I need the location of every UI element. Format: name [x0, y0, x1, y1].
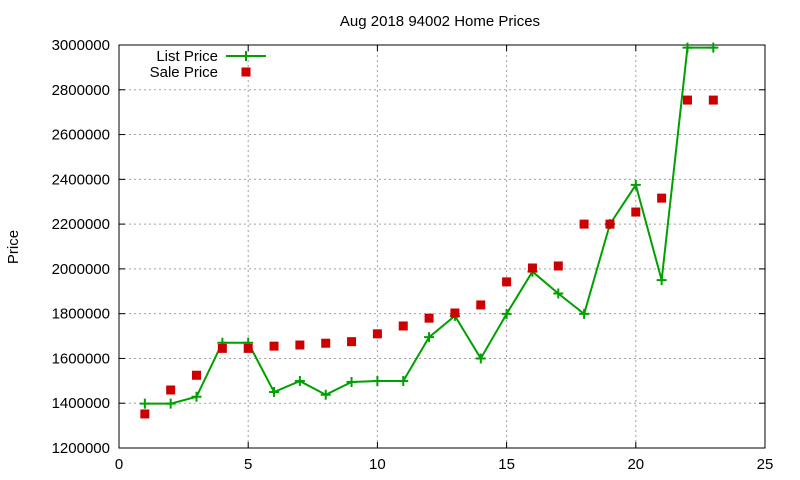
plus-marker [708, 42, 719, 53]
x-tick-label: 0 [115, 456, 123, 473]
x-tick-label: 15 [498, 456, 515, 473]
grid-lines [119, 45, 765, 448]
series-list-price [139, 42, 719, 409]
square-marker [192, 370, 202, 380]
plus-marker [165, 398, 176, 409]
square-marker [398, 321, 408, 331]
plus-marker [501, 308, 512, 319]
plus-marker [191, 391, 202, 402]
square-marker [450, 308, 460, 318]
legend-label: Sale Price [150, 64, 218, 81]
plus-marker [294, 376, 305, 387]
plus-marker [630, 179, 641, 190]
square-marker [527, 263, 537, 273]
square-marker [372, 329, 382, 339]
plus-marker [579, 308, 590, 319]
plus-marker [398, 376, 409, 387]
square-marker [217, 343, 227, 353]
square-marker [243, 343, 253, 353]
legend-square-icon [241, 67, 251, 77]
plus-marker [656, 275, 667, 286]
square-marker [579, 219, 589, 229]
y-tick-label: 2400000 [52, 171, 110, 188]
square-marker [708, 95, 718, 105]
square-marker [631, 207, 641, 217]
y-tick-label: 3000000 [52, 37, 110, 54]
x-tick-label: 20 [627, 456, 644, 473]
square-marker [269, 341, 279, 351]
series-line [144, 46, 714, 405]
y-tick-label: 1400000 [52, 395, 110, 412]
plus-marker [372, 376, 383, 387]
plus-marker [553, 288, 564, 299]
x-tick-label: 10 [369, 456, 386, 473]
y-tick-label: 1800000 [52, 306, 110, 323]
data-series [139, 42, 719, 419]
square-marker [502, 277, 512, 287]
plot-frame [118, 44, 766, 449]
square-marker [657, 193, 667, 203]
square-marker [166, 385, 176, 395]
x-tick-label: 5 [244, 456, 252, 473]
square-marker [424, 313, 434, 323]
y-tick-label: 2000000 [52, 261, 110, 278]
y-tick-label: 2800000 [52, 82, 110, 99]
square-marker [476, 300, 486, 310]
plus-marker [682, 42, 693, 53]
legend-item: Sale Price [150, 64, 251, 81]
legend-item: List Price [156, 48, 266, 65]
square-marker [682, 95, 692, 105]
plus-marker [139, 398, 150, 409]
chart-title: Aug 2018 94002 Home Prices [340, 13, 540, 30]
axes: 1200000 1400000 1600000 1800000 2000000 22000… [52, 37, 774, 473]
legend-plus-icon [241, 51, 251, 61]
square-marker [347, 337, 357, 347]
square-marker [553, 261, 563, 271]
legend-label: List Price [156, 48, 218, 65]
plus-marker [475, 353, 486, 364]
square-marker [605, 219, 615, 229]
y-axis-label: Price [5, 230, 22, 264]
y-tick-label: 2600000 [52, 127, 110, 144]
series-sale-price [140, 95, 718, 419]
plus-marker [320, 389, 331, 400]
plus-marker [346, 376, 357, 387]
square-marker [321, 338, 331, 348]
square-marker [295, 340, 305, 350]
square-marker [140, 409, 150, 419]
plus-marker [269, 387, 280, 398]
x-tick-label: 25 [757, 456, 774, 473]
y-tick-label: 1600000 [52, 350, 110, 367]
y-tick-label: 2200000 [52, 216, 110, 233]
plus-marker [424, 332, 435, 343]
y-tick-label: 1200000 [52, 440, 110, 457]
